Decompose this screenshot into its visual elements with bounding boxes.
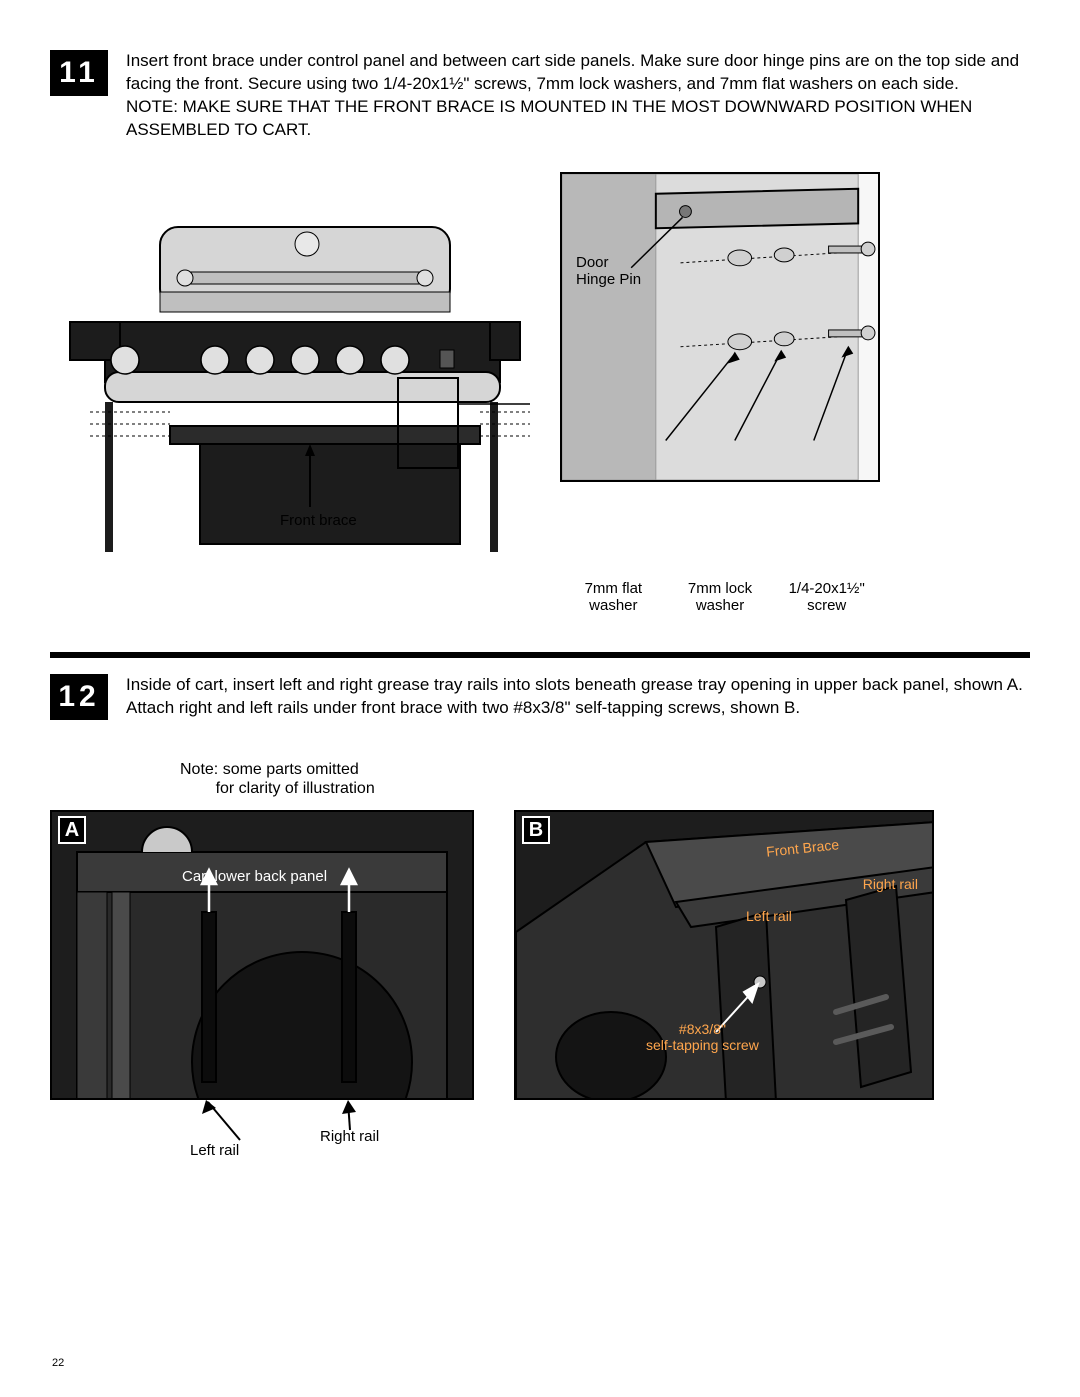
detail-illustration: Door Hinge Pin <box>560 172 880 482</box>
section-divider <box>50 652 1030 658</box>
panel-b: B Front Brace Right rail Left rail #8x3/… <box>514 810 934 1100</box>
step-11: 11 Insert front brace under control pane… <box>50 50 1030 142</box>
panel-b-screw-label: #8x3/8" self-tapping screw <box>646 1022 759 1053</box>
panel-b-svg <box>516 812 934 1100</box>
panel-b-left-rail-label: Left rail <box>746 908 792 924</box>
detail-hardware-labels: 7mm flat washer 7mm lock washer 1/4-20x1… <box>560 580 880 614</box>
flat-washer-label: 7mm flat washer <box>560 580 667 614</box>
grill-illustration: Front brace <box>50 172 530 562</box>
panel-b-right-rail-label: Right rail <box>863 876 918 892</box>
panel-a-letter: A <box>58 816 86 844</box>
panel-a: A Cart lower back panel <box>50 810 474 1100</box>
step-number-11: 11 <box>50 50 108 96</box>
panel-a-top-label: Cart lower back panel <box>182 868 327 885</box>
grill-svg <box>50 172 530 562</box>
step-12-panels: A Cart lower back panel Left rail Right … <box>50 810 1030 1100</box>
step-11-body: Insert front brace under control panel a… <box>126 51 1019 93</box>
step-number-12: 12 <box>50 674 108 720</box>
step-11-text: Insert front brace under control panel a… <box>126 50 1030 142</box>
screw-label: 1/4-20x1½" screw <box>773 580 880 614</box>
step-12: 12 Inside of cart, insert left and right… <box>50 674 1030 720</box>
detail-svg <box>562 174 878 480</box>
front-brace-label: Front brace <box>280 512 357 529</box>
panel-b-letter: B <box>522 816 550 844</box>
door-hinge-label: Door Hinge Pin <box>576 254 641 289</box>
panel-a-svg <box>52 812 472 1100</box>
page-number: 22 <box>52 1357 64 1369</box>
lock-washer-label: 7mm lock washer <box>667 580 774 614</box>
step-11-figures: Front brace <box>50 172 1030 562</box>
step-12-text: Inside of cart, insert left and right gr… <box>126 674 1030 720</box>
step-12-body: Inside of cart, insert left and right gr… <box>126 675 1023 717</box>
panel-a-under-arrows <box>50 1100 470 1160</box>
clarity-note: Note: some parts omitted for clarity of … <box>180 760 1030 798</box>
step-11-note: NOTE: MAKE SURE THAT THE FRONT BRACE IS … <box>126 97 972 139</box>
